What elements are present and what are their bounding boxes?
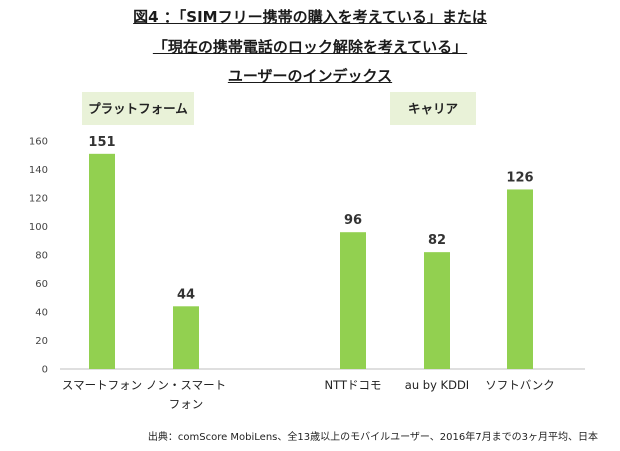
category-label: ノン・スマート [146,378,226,392]
data-label: 96 [344,213,362,228]
chart-title-line-2: 「現在の携帯電話のロック解除を考えている」 [152,38,468,56]
y-tick-label: 0 [42,365,48,376]
category-label: ソフトバンク [485,378,555,392]
y-tick-label: 60 [35,279,48,290]
y-tick-label: 100 [29,222,48,233]
data-label: 151 [88,135,115,150]
data-label: 126 [506,170,533,185]
y-tick-label: 160 [29,137,48,148]
bar [89,153,115,369]
y-tick-label: 20 [35,336,48,347]
category-label: NTTドコモ [325,378,382,392]
category-label: スマートフォン [62,378,142,392]
source-note: 出典：comScore MobiLens、全13歳以上のモバイルユーザー、201… [147,432,598,443]
y-tick-label: 120 [29,194,48,205]
group-label-platform: プラットフォーム [82,92,194,125]
bar [340,232,366,369]
y-tick-label: 40 [35,308,48,319]
y-tick-label: 80 [35,251,48,262]
y-tick-label: 140 [29,165,48,176]
category-label: フォン [169,397,204,411]
data-label: 82 [428,233,446,248]
bar [507,189,533,369]
bar [173,306,199,369]
category-label: au by KDDI [405,378,469,392]
group-label-carrier: キャリア [390,92,476,125]
bar [424,252,450,369]
data-label: 44 [177,287,195,302]
chart-title-line-1: 図4 ：「SIMフリー携帯の購入を考えている」または [133,8,487,26]
chart-title-line-3: ユーザーのインデックス [227,67,393,85]
